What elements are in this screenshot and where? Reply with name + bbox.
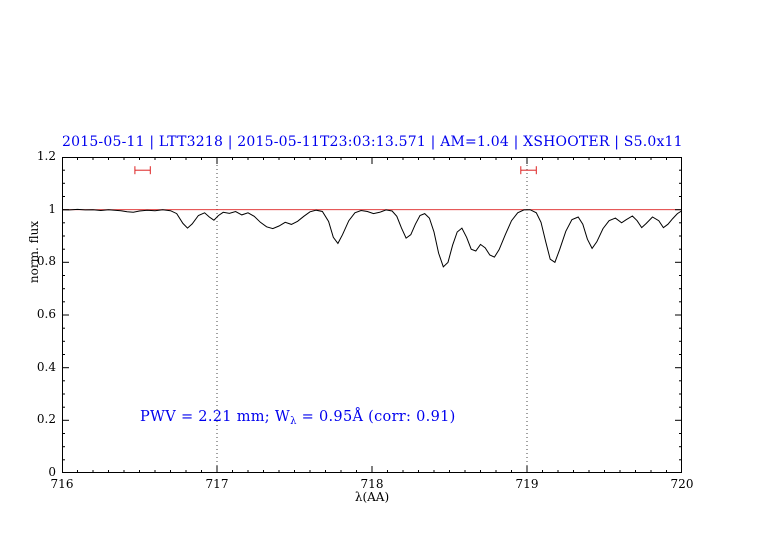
spectrum-line (61, 208, 683, 268)
y-tick-label: 1 (48, 201, 56, 216)
x-tick-label: 720 (670, 477, 694, 491)
pwv-annotation-text: PWV = 2.21 mm; W (140, 409, 291, 425)
x-tick-label: 719 (515, 477, 539, 491)
y-tick-label: 0.2 (36, 412, 56, 427)
lambda-subscript: λ (290, 416, 297, 427)
y-tick-label: 0.4 (36, 359, 56, 374)
spectrum-plot-svg (61, 156, 683, 474)
plot-title: 2015-05-11 | LTT3218 | 2015-05-11T23:03:… (62, 134, 683, 150)
y-tick-label: 0.6 (36, 307, 56, 321)
plot-area (61, 156, 683, 474)
y-tick-label: 0 (48, 465, 56, 479)
x-tick-label: 718 (360, 477, 384, 491)
x-tick-label: 717 (205, 477, 229, 491)
y-tick-label: 1.2 (36, 149, 56, 163)
x-axis-title: λ(AA) (354, 490, 390, 504)
plot-border (62, 157, 682, 473)
x-tick-label: 716 (50, 477, 74, 491)
pwv-annotation: PWV = 2.21 mm; Wλ = 0.95Å (corr: 0.91) (140, 409, 456, 427)
pwv-annotation-value: = 0.95Å (corr: 0.91) (296, 409, 456, 425)
y-tick-label: 0.8 (36, 254, 56, 269)
